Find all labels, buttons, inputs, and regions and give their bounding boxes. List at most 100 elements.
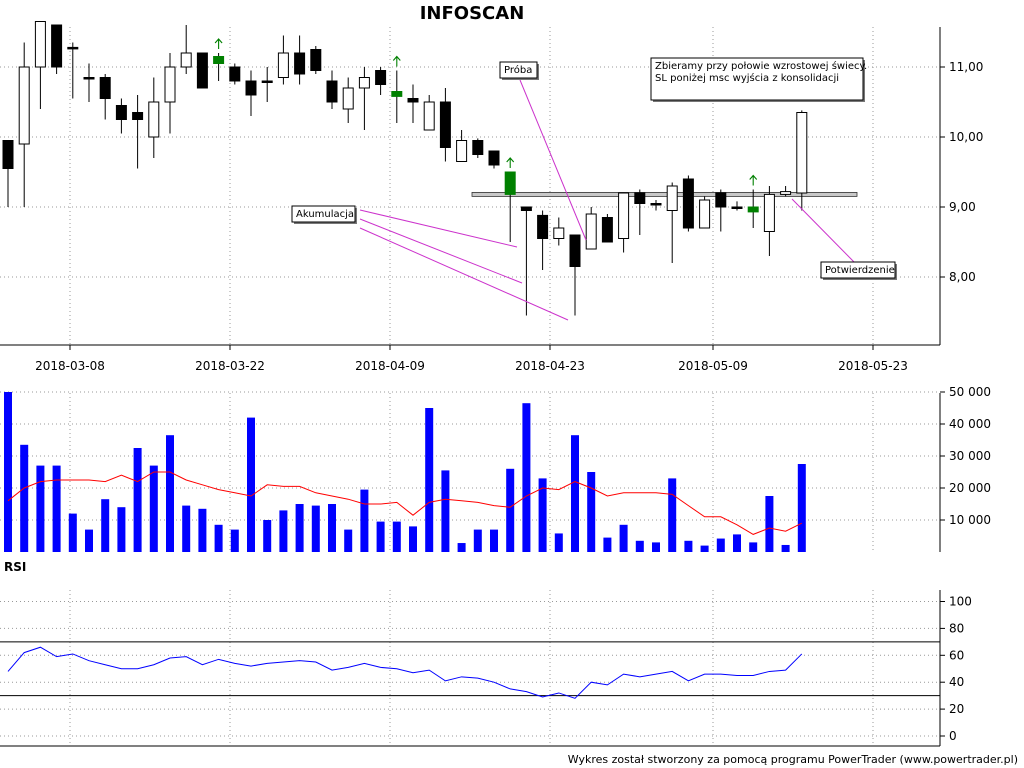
buy-signal-arrow-icon bbox=[749, 174, 758, 186]
volume-bar bbox=[52, 465, 61, 552]
annotation-text: SL poniżej msc wyjścia z konsolidacji bbox=[655, 72, 839, 84]
candle-body bbox=[261, 80, 273, 83]
annotation-proba: Próba bbox=[499, 61, 539, 80]
candle bbox=[585, 207, 597, 250]
volume-y-tick-label: 30 000 bbox=[949, 449, 991, 463]
candle bbox=[164, 53, 176, 134]
price-x-tick-label: 2018-05-23 bbox=[838, 359, 908, 373]
rsi-panel-label: RSI bbox=[4, 560, 26, 574]
volume-bar bbox=[20, 444, 29, 552]
annotation-text: Potwierdzenie bbox=[825, 265, 895, 276]
candle bbox=[34, 21, 46, 109]
candle bbox=[634, 189, 646, 235]
volume-bar bbox=[36, 465, 45, 552]
candle-body bbox=[277, 52, 289, 78]
footer-credit: Wykres został stworzony za pomocą progra… bbox=[568, 753, 1018, 766]
annotation-text: Próba bbox=[504, 64, 532, 76]
candle bbox=[358, 67, 370, 130]
candle bbox=[666, 182, 678, 263]
annotation-box bbox=[820, 261, 896, 279]
candle-body bbox=[18, 66, 30, 145]
volume-bar bbox=[392, 521, 401, 552]
candle bbox=[391, 55, 403, 123]
candle bbox=[699, 196, 711, 229]
candle-body bbox=[537, 214, 549, 239]
candle bbox=[488, 150, 500, 169]
volume-bar bbox=[295, 504, 304, 552]
candle bbox=[682, 175, 694, 232]
rsi-panel: RSI 100 80 60 40 20 0 bbox=[0, 560, 972, 747]
candle-body bbox=[618, 192, 630, 239]
volume-y-tick-label: 10 000 bbox=[949, 513, 991, 527]
candle bbox=[553, 217, 565, 246]
rsi-line bbox=[7, 646, 803, 699]
candle-body bbox=[423, 101, 435, 131]
candle bbox=[294, 35, 306, 85]
annotation-strategy-note: Zbieramy przy połowie wzrostowej świecy.… bbox=[650, 57, 867, 102]
candle-body bbox=[326, 80, 338, 103]
volume-bar bbox=[311, 505, 320, 552]
volume-bar bbox=[149, 465, 158, 552]
candle-body bbox=[310, 49, 322, 71]
volume-bar bbox=[198, 508, 207, 552]
candle bbox=[763, 186, 775, 256]
candle-body bbox=[488, 150, 500, 166]
candle-body bbox=[439, 101, 451, 148]
annotation-text: Zbieramy przy połowie wzrostowej świecy. bbox=[655, 60, 867, 72]
candle-body bbox=[682, 178, 694, 229]
candle-body bbox=[34, 21, 46, 68]
candle-body bbox=[585, 213, 597, 250]
candle bbox=[99, 74, 111, 120]
price-panel: 11,00 10,00 9,00 8,00 2018-03-08 2018-03-22 20… bbox=[0, 21, 983, 373]
candle bbox=[261, 67, 273, 102]
candle bbox=[407, 84, 419, 123]
volume-bar bbox=[247, 417, 255, 552]
volume-bar bbox=[457, 543, 466, 552]
volume-bar bbox=[716, 538, 725, 552]
candle-body bbox=[229, 66, 241, 82]
volume-bar bbox=[490, 529, 498, 552]
candle bbox=[18, 42, 30, 207]
chart-title: INFOSCAN bbox=[420, 3, 525, 24]
candle bbox=[504, 157, 516, 242]
volume-bar bbox=[635, 540, 644, 552]
support-level-line bbox=[471, 191, 858, 197]
candle bbox=[132, 95, 144, 169]
candle bbox=[456, 130, 468, 162]
annotation-akumulacja: Akumulacja bbox=[291, 205, 357, 224]
volume-bar bbox=[506, 468, 515, 552]
candle-body bbox=[132, 112, 144, 120]
annotation-box bbox=[499, 61, 538, 79]
candle-body bbox=[666, 185, 678, 211]
candle-body bbox=[520, 206, 532, 211]
candle bbox=[310, 46, 322, 74]
candle-body bbox=[83, 77, 95, 80]
volume-bar bbox=[344, 529, 353, 552]
candle-body bbox=[456, 140, 468, 162]
candle bbox=[115, 98, 127, 134]
volume-y-tick-label: 40 000 bbox=[949, 417, 991, 431]
annotation-pointer-line bbox=[359, 209, 518, 248]
volume-y-tick-label: 20 000 bbox=[949, 481, 991, 495]
candle-body bbox=[2, 140, 14, 169]
price-y-tick-label: 9,00 bbox=[949, 200, 976, 214]
volume-bar bbox=[684, 540, 693, 552]
buy-signal-arrow-icon bbox=[392, 55, 401, 67]
rsi-y-tick-label: 20 bbox=[949, 702, 964, 716]
candle bbox=[439, 88, 451, 162]
rsi-y-tick-label: 100 bbox=[949, 595, 972, 609]
price-x-tick-label: 2018-04-23 bbox=[515, 359, 585, 373]
volume-bar bbox=[522, 403, 531, 552]
volume-bar bbox=[749, 542, 758, 552]
annotation-box bbox=[650, 57, 864, 101]
volume-bar bbox=[765, 496, 774, 552]
annotation-box bbox=[291, 205, 356, 223]
candle-body bbox=[196, 52, 208, 89]
candle bbox=[229, 63, 241, 85]
price-x-tick-label: 2018-03-08 bbox=[35, 359, 105, 373]
price-y-tick-label: 11,00 bbox=[949, 60, 983, 74]
candle-body bbox=[731, 206, 743, 209]
annotation-pointer-line bbox=[791, 198, 857, 265]
volume-bar bbox=[554, 533, 563, 552]
